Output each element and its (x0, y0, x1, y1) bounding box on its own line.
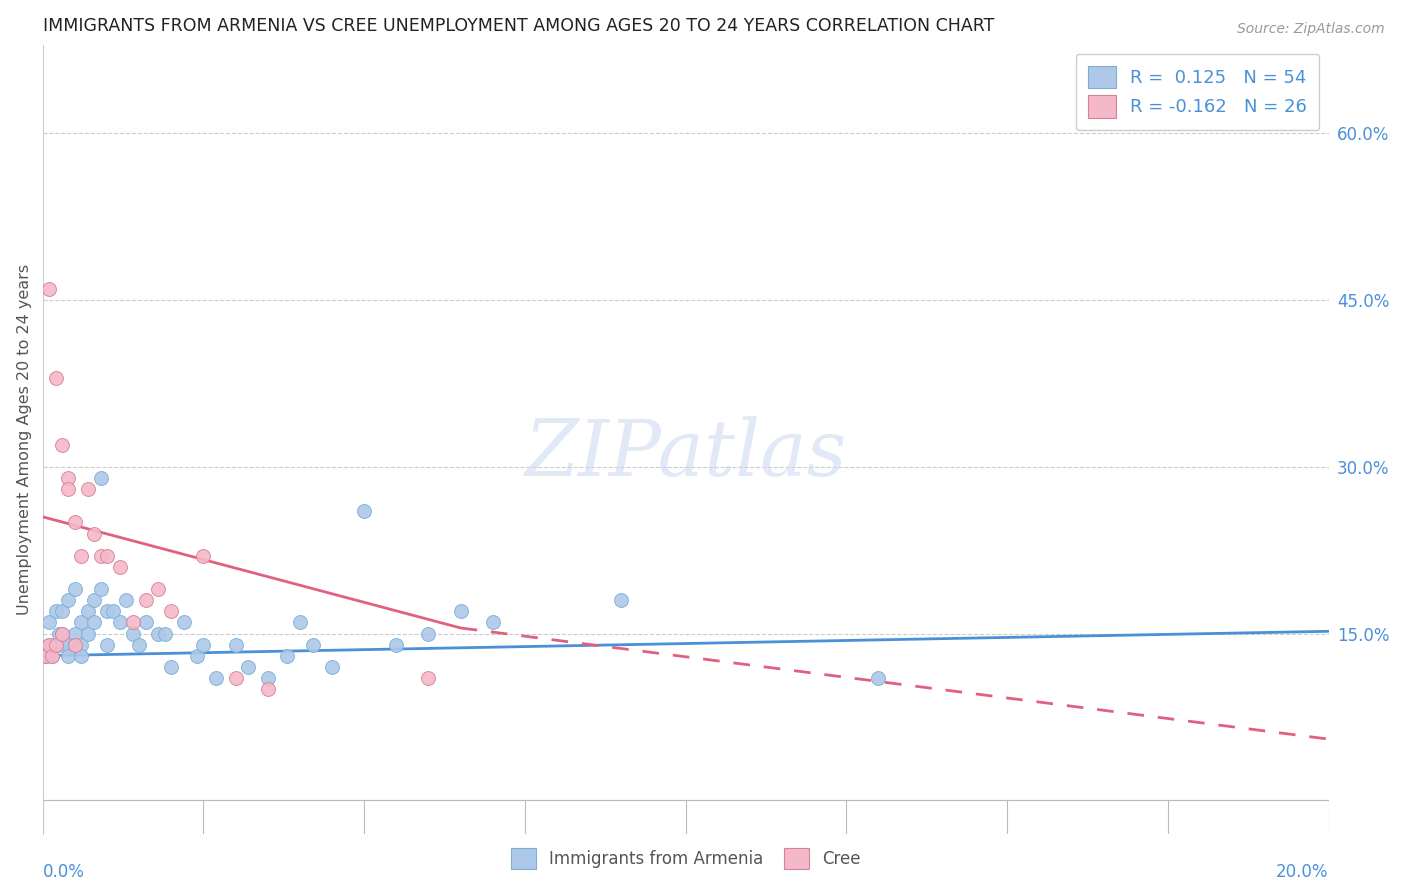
Point (135, 615, 157, 630)
Point (173, 615, 195, 630)
Point (90, 549, 112, 563)
Point (70, 615, 93, 630)
Point (58, 648, 80, 663)
Point (51, 638, 73, 652)
Point (225, 638, 247, 652)
Point (103, 604, 125, 618)
Point (96, 638, 118, 652)
Point (45, 371, 67, 385)
Point (48, 626, 70, 640)
Point (481, 615, 503, 630)
Point (193, 638, 215, 652)
Point (58, 593, 80, 607)
Point (353, 504, 375, 518)
Point (288, 615, 311, 630)
Point (321, 660, 343, 674)
Point (45, 638, 67, 652)
Text: 0.0%: 0.0% (42, 863, 84, 881)
Point (38, 638, 60, 652)
Y-axis label: Unemployment Among Ages 20 to 24 years: Unemployment Among Ages 20 to 24 years (17, 263, 32, 615)
Point (160, 660, 183, 674)
Point (121, 615, 143, 630)
Point (58, 471, 80, 485)
Point (76, 626, 98, 640)
Point (610, 593, 633, 607)
Point (276, 648, 298, 663)
Point (225, 671, 247, 685)
Point (45, 604, 67, 618)
Point (76, 604, 98, 618)
Point (450, 604, 472, 618)
Point (83, 615, 105, 630)
Point (205, 671, 228, 685)
Point (115, 593, 138, 607)
Point (70, 638, 93, 652)
Text: IMMIGRANTS FROM ARMENIA VS CREE UNEMPLOYMENT AMONG AGES 20 TO 24 YEARS CORRELATI: IMMIGRANTS FROM ARMENIA VS CREE UNEMPLOY… (42, 17, 994, 35)
Text: 20.0%: 20.0% (1277, 863, 1329, 881)
Legend: Immigrants from Armenia, Cree: Immigrants from Armenia, Cree (499, 837, 872, 880)
Point (70, 549, 93, 563)
Point (63, 638, 86, 652)
Point (45, 638, 67, 652)
Point (418, 671, 440, 685)
Text: ZIPatlas: ZIPatlas (524, 417, 846, 493)
Point (38, 282, 60, 296)
Point (238, 660, 260, 674)
Point (186, 648, 208, 663)
Point (135, 593, 157, 607)
Point (51, 626, 73, 640)
Point (385, 638, 408, 652)
Point (51, 626, 73, 640)
Point (51, 437, 73, 451)
Point (90, 471, 112, 485)
Point (301, 638, 323, 652)
Point (58, 638, 80, 652)
Point (83, 593, 105, 607)
Point (63, 626, 86, 640)
Point (148, 582, 170, 596)
Point (153, 626, 176, 640)
Point (58, 482, 80, 496)
Point (256, 682, 278, 697)
Point (108, 615, 131, 630)
Point (83, 526, 105, 541)
Point (148, 626, 170, 640)
Text: Source: ZipAtlas.com: Source: ZipAtlas.com (1237, 22, 1385, 37)
Point (160, 604, 183, 618)
Point (35, 648, 58, 663)
Point (96, 604, 118, 618)
Point (121, 626, 143, 640)
Point (35, 648, 58, 663)
Point (63, 516, 86, 530)
Point (70, 648, 93, 663)
Point (51, 604, 73, 618)
Point (256, 671, 278, 685)
Point (128, 638, 150, 652)
Point (96, 549, 118, 563)
Point (418, 626, 440, 640)
Point (38, 615, 60, 630)
Point (41, 648, 63, 663)
Point (76, 482, 98, 496)
Point (868, 671, 890, 685)
Point (108, 559, 131, 574)
Point (41, 648, 63, 663)
Point (38, 638, 60, 652)
Point (63, 638, 86, 652)
Point (193, 549, 215, 563)
Point (63, 582, 86, 596)
Point (90, 582, 112, 596)
